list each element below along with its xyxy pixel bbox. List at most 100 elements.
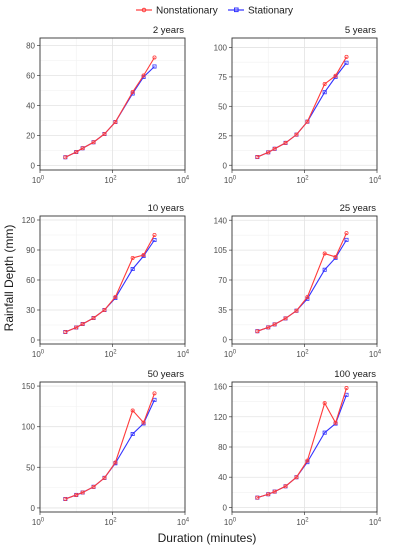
x-tick-label: 102 [104,518,117,528]
y-tick-label: 75 [218,73,227,82]
y-tick-label: 35 [218,306,227,315]
legend-marker-stationary [234,7,239,13]
panel-title: 50 years [148,369,185,380]
point-nonstationary [272,489,277,494]
panel-3: 100 102 104 0 30 60 90 120 10 years [22,203,190,359]
x-tick-label: 104 [369,518,382,528]
point-stationary [344,237,349,242]
legend: Nonstationary Stationary [136,6,293,17]
point-nonstationary [80,146,85,151]
point-nonstationary [113,120,118,125]
point-nonstationary [305,295,310,300]
panel-border [39,37,186,171]
panel-title: 25 years [340,203,377,214]
point-nonstationary [80,490,85,495]
y-tick-label: 105 [214,246,228,255]
panel-border [231,37,378,171]
y-tick-label: 100 [22,423,36,432]
x-tick-label: 104 [369,176,382,186]
y-tick-label: 160 [214,383,228,392]
x-tick-label: 100 [224,176,237,186]
x-tick-label: 100 [32,176,45,186]
series-line-nonstationary [65,393,156,500]
legend-label-stationary: Stationary [248,6,293,17]
point-nonstationary [152,55,157,60]
point-stationary [322,90,327,95]
point-stationary [322,430,327,435]
point-nonstationary [130,255,135,260]
point-nonstationary [266,492,271,497]
point-nonstationary [74,325,79,330]
x-tick-label: 104 [177,176,190,186]
y-tick-label: 0 [31,336,36,345]
series-line-nonstationary [257,232,347,332]
point-nonstationary [74,492,79,497]
y-tick-label: 40 [26,102,35,111]
y-tick-label: 0 [223,503,228,512]
panel-title: 5 years [345,25,376,36]
point-nonstationary [266,325,271,330]
point-nonstationary [283,140,288,145]
panels: 100 102 104 0 20 40 60 80 2 years 100 102 104 0 25 50 7… [22,25,382,527]
x-tick-label: 102 [296,176,309,186]
point-nonstationary [333,420,338,425]
point-nonstationary [283,484,288,489]
panel-title: 2 years [153,25,184,36]
legend-label-nonstationary: Nonstationary [156,6,218,17]
point-nonstationary [130,90,135,95]
y-tick-label: 20 [26,132,35,141]
x-tick-label: 104 [177,518,190,528]
point-nonstationary [102,475,107,480]
point-stationary [344,60,349,65]
point-stationary [152,397,157,402]
point-nonstationary [113,294,118,299]
point-nonstationary [305,458,310,463]
panel-6: 100 102 104 0 40 80 120 160 100 years [214,369,382,527]
y-tick-label: 0 [31,504,36,513]
point-nonstationary [130,408,135,413]
y-tick-label: 70 [218,276,227,285]
y-tick-label: 100 [214,43,228,52]
point-nonstationary [152,391,157,396]
y-tick-label: 0 [31,162,36,171]
y-tick-label: 0 [223,336,228,345]
point-nonstationary [266,150,271,155]
series-line-nonstationary [257,56,347,158]
point-nonstationary [152,232,157,237]
point-nonstationary [344,386,349,391]
point-nonstationary [272,322,277,327]
y-tick-label: 120 [214,413,228,422]
panel-title: 100 years [334,369,376,380]
x-tick-label: 100 [32,350,45,360]
x-tick-label: 102 [104,350,117,360]
point-nonstationary [63,155,68,160]
y-tick-label: 0 [223,161,228,170]
x-tick-label: 102 [296,350,309,360]
point-nonstationary [74,149,79,154]
x-tick-label: 104 [369,350,382,360]
y-tick-label: 50 [218,102,227,111]
point-nonstationary [322,401,327,406]
x-tick-label: 102 [104,176,117,186]
point-nonstationary [305,119,310,124]
point-nonstationary [294,308,299,313]
point-nonstationary [141,73,146,78]
point-nonstationary [255,155,260,160]
point-stationary [130,431,135,436]
panel-border [231,381,378,513]
x-tick-label: 100 [224,350,237,360]
point-nonstationary [272,146,277,151]
y-axis-title: Rainfall Depth (mm) [2,225,16,332]
point-nonstationary [91,484,96,489]
point-nonstationary [113,460,118,465]
point-nonstationary [322,251,327,256]
point-nonstationary [102,131,107,136]
panel-5: 100 102 104 0 50 100 150 50 years [22,369,190,527]
point-nonstationary [283,316,288,321]
panel-border [39,215,186,345]
point-nonstationary [141,252,146,257]
panel-border [39,381,186,513]
point-nonstationary [333,254,338,259]
point-nonstationary [294,132,299,137]
